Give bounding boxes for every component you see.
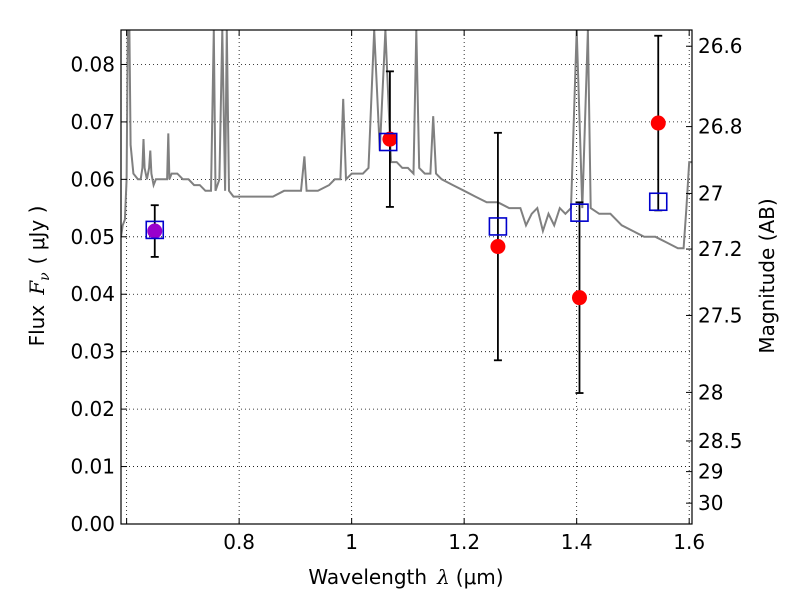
observed-point (571, 290, 587, 306)
x-axis-label: Wavelength λ (μm) (308, 565, 503, 589)
x-tick-label: 0.8 (223, 530, 255, 554)
right-tick-label: 26.8 (698, 115, 743, 139)
y-tick-label: 0.02 (70, 397, 115, 421)
right-axis-ticks: 26.6 26.8 27 27.2 27.5 28 28.5 29 30 (686, 34, 743, 515)
y-axis-ticks: 0.00 0.01 0.02 0.03 0.04 0.05 0.06 0.07 0.08 (70, 52, 127, 536)
model-band-markers (145, 132, 668, 240)
observed-point (147, 223, 163, 239)
plot-frame (120, 29, 693, 525)
model-band-square (378, 132, 398, 152)
model-spectrum-line (121, 30, 692, 250)
y-tick-label: 0.01 (70, 455, 115, 479)
x-axis-ticks: 0.8 1 1.2 1.4 1.6 (126, 30, 705, 554)
plot-area (121, 30, 692, 394)
model-band-square (648, 192, 668, 212)
y-tick-label: 0.07 (70, 110, 115, 134)
observed-points (147, 115, 666, 306)
observed-point (650, 115, 666, 131)
y-tick-label: 0.04 (70, 282, 115, 306)
model-band-square (570, 203, 589, 222)
right-tick-label: 28 (698, 380, 723, 404)
y-tick-label: 0.06 (70, 167, 115, 191)
right-tick-label: 27.5 (698, 303, 743, 327)
x-tick-label: 1.6 (673, 530, 705, 554)
y-tick-label: 0.08 (70, 52, 115, 76)
y-tick-label: 0.00 (70, 512, 115, 536)
right-tick-label: 28.5 (698, 429, 743, 453)
right-tick-label: 27 (698, 181, 723, 205)
observed-point (382, 131, 398, 147)
x-tick-label: 1.4 (561, 530, 593, 554)
y-tick-label: 0.03 (70, 340, 115, 364)
x-tick-label: 1.2 (448, 530, 480, 554)
observed-point (490, 239, 506, 255)
grid-lines (121, 30, 692, 525)
y-tick-label: 0.05 (70, 225, 115, 249)
right-tick-label: 29 (698, 460, 723, 484)
model-band-square (145, 220, 165, 240)
right-tick-label: 27.2 (698, 237, 743, 261)
right-tick-label: 26.6 (698, 34, 743, 58)
x-tick-label: 1 (345, 530, 358, 554)
y-axis-label: FluxFν( μJy ) (25, 206, 53, 347)
model-band-square (488, 217, 508, 236)
right-tick-label: 30 (698, 491, 723, 515)
right-axis-label: Magnitude (AB) (755, 198, 779, 353)
